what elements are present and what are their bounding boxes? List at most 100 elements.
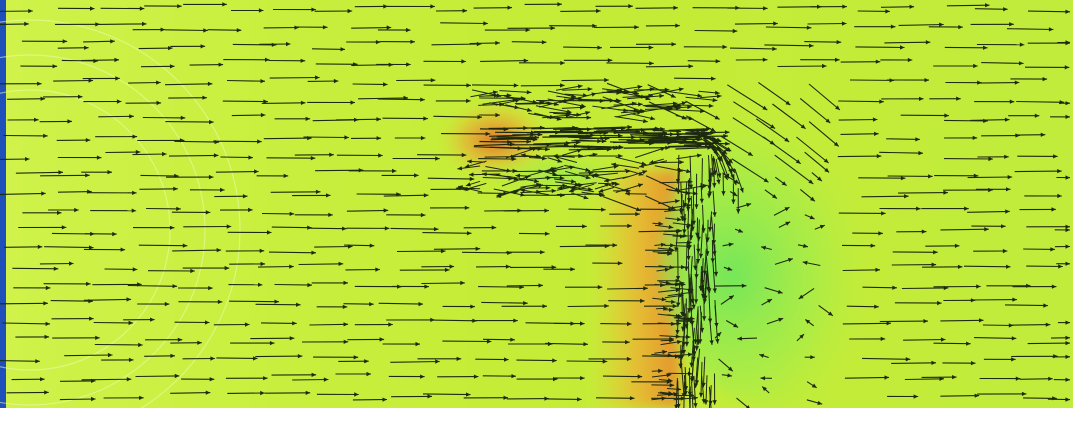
velocity-arrow bbox=[696, 219, 701, 242]
velocity-arrow bbox=[417, 152, 467, 158]
velocity-arrow bbox=[437, 374, 479, 379]
velocity-arrow bbox=[764, 43, 814, 48]
velocity-arrow bbox=[613, 130, 648, 135]
velocity-arrow bbox=[264, 390, 311, 395]
velocity-arrow bbox=[603, 176, 629, 183]
velocity-arrow bbox=[427, 176, 475, 182]
velocity-arrow bbox=[479, 112, 500, 118]
velocity-arrow bbox=[712, 260, 717, 294]
velocity-arrow bbox=[51, 316, 94, 321]
velocity-arrow bbox=[346, 208, 389, 213]
velocity-arrow bbox=[798, 287, 815, 300]
velocity-arrow bbox=[652, 129, 682, 134]
velocity-arrow bbox=[534, 112, 562, 121]
velocity-arrow bbox=[140, 64, 175, 69]
velocity-arrow bbox=[600, 223, 632, 229]
velocity-arrow bbox=[606, 61, 654, 66]
velocity-arrow bbox=[1019, 376, 1053, 381]
velocity-arrow bbox=[665, 217, 682, 222]
velocity-arrow bbox=[4, 244, 43, 249]
velocity-arrow bbox=[351, 25, 392, 30]
velocity-arrow bbox=[123, 317, 155, 322]
velocity-arrow bbox=[103, 395, 144, 400]
velocity-arrow bbox=[694, 173, 699, 209]
velocity-arrow bbox=[635, 147, 666, 159]
velocity-arrow bbox=[178, 299, 223, 304]
velocity-arrow bbox=[675, 115, 694, 121]
velocity-arrow bbox=[703, 375, 709, 405]
velocity-arrow bbox=[675, 247, 681, 281]
velocity-arrow bbox=[922, 264, 963, 269]
velocity-arrow bbox=[774, 176, 787, 187]
velocity-arrow bbox=[399, 267, 450, 272]
velocity-arrow bbox=[54, 22, 100, 27]
velocity-arrow bbox=[898, 190, 948, 195]
velocity-arrow bbox=[1024, 193, 1062, 199]
velocity-arrow bbox=[684, 310, 690, 347]
velocity-arrow bbox=[628, 140, 672, 145]
velocity-arrow bbox=[423, 59, 466, 64]
velocity-arrow bbox=[974, 336, 1017, 341]
velocity-arrow bbox=[654, 282, 665, 288]
velocity-arrow bbox=[688, 155, 694, 190]
velocity-arrow bbox=[691, 188, 696, 226]
velocity-arrow bbox=[257, 264, 294, 269]
velocity-arrow bbox=[704, 138, 722, 152]
velocity-arrow bbox=[382, 341, 421, 347]
velocity-arrow bbox=[1057, 320, 1070, 325]
velocity-arrow bbox=[57, 6, 95, 11]
velocity-arrow bbox=[838, 99, 884, 104]
velocity-arrow bbox=[659, 334, 681, 339]
velocity-arrow bbox=[659, 391, 673, 396]
velocity-arrow bbox=[666, 282, 680, 287]
velocity-arrow bbox=[382, 116, 428, 121]
velocity-arrow bbox=[316, 392, 359, 397]
velocity-arrow bbox=[396, 249, 446, 254]
velocity-arrow bbox=[567, 303, 609, 309]
velocity-arrow bbox=[664, 293, 684, 299]
velocity-arrow bbox=[886, 78, 930, 83]
velocity-arrow bbox=[624, 168, 644, 176]
velocity-arrow bbox=[652, 250, 672, 255]
velocity-arrow bbox=[465, 180, 481, 187]
velocity-arrow bbox=[802, 260, 821, 267]
velocity-arrow bbox=[207, 28, 242, 33]
velocity-arrow bbox=[214, 194, 248, 199]
velocity-arrow bbox=[512, 132, 543, 137]
velocity-arrow bbox=[721, 172, 726, 196]
velocity-arrow bbox=[602, 374, 643, 379]
velocity-arrow bbox=[796, 333, 805, 342]
velocity-arrow bbox=[104, 267, 138, 272]
velocity-arrow bbox=[700, 133, 722, 142]
velocity-arrow bbox=[220, 155, 253, 160]
velocity-arrow bbox=[810, 4, 847, 9]
velocity-arrow bbox=[561, 105, 585, 110]
velocity-arrow bbox=[773, 206, 790, 216]
velocity-arrow bbox=[705, 219, 710, 243]
velocity-arrow bbox=[565, 111, 591, 119]
velocity-arrow bbox=[464, 160, 487, 168]
velocity-arrow bbox=[623, 87, 655, 94]
velocity-arrow bbox=[335, 371, 371, 377]
velocity-arrow bbox=[586, 133, 623, 138]
velocity-arrow bbox=[976, 42, 1025, 47]
velocity-arrow bbox=[759, 353, 769, 359]
velocity-arrow bbox=[274, 282, 313, 288]
velocity-arrow bbox=[710, 154, 715, 177]
velocity-arrow bbox=[1004, 303, 1048, 308]
velocity-arrow bbox=[189, 187, 225, 193]
velocity-arrow bbox=[256, 173, 289, 178]
velocity-arrow bbox=[651, 373, 672, 378]
velocity-arrow bbox=[668, 371, 693, 376]
velocity-arrow bbox=[435, 8, 468, 13]
velocity-arrow bbox=[808, 83, 841, 111]
velocity-arrow bbox=[343, 302, 374, 307]
velocity-arrow bbox=[602, 90, 622, 95]
velocity-arrow bbox=[736, 188, 741, 214]
velocity-arrow bbox=[933, 284, 981, 289]
velocity-arrow bbox=[657, 278, 681, 283]
velocity-arrow bbox=[13, 285, 51, 291]
velocity-arrow bbox=[354, 322, 393, 327]
velocity-arrow bbox=[352, 82, 388, 87]
